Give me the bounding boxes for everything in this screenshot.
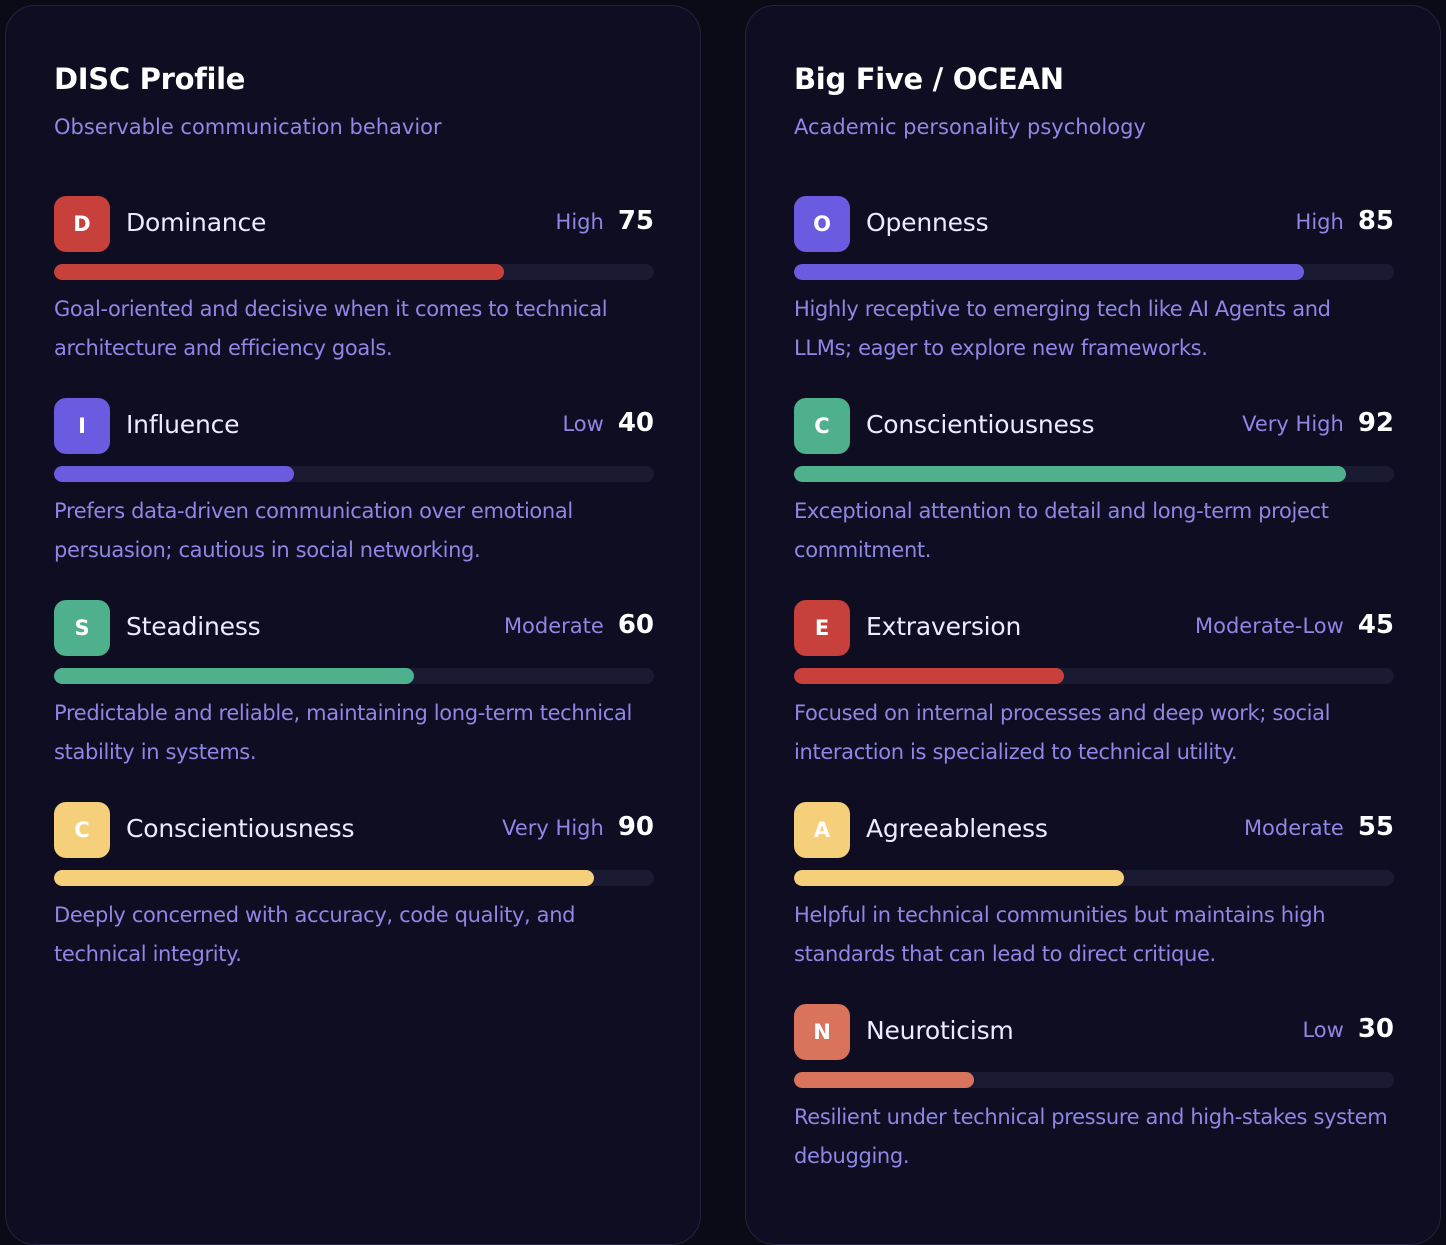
trait-letter-badge: C bbox=[794, 398, 850, 454]
trait-score-bar bbox=[794, 668, 1394, 684]
trait-score-bar bbox=[54, 466, 654, 482]
ocean-trait-openness: O Openness High 85 Highly receptive to e… bbox=[794, 196, 1394, 386]
trait-description: Highly receptive to emerging tech like A… bbox=[794, 297, 1331, 360]
trait-score-bar-fill bbox=[54, 264, 504, 280]
trait-meta: Moderate-Low 45 bbox=[1195, 610, 1394, 640]
trait-description: Predictable and reliable, maintaining lo… bbox=[54, 701, 632, 764]
trait-meta: Low 40 bbox=[562, 408, 654, 438]
disc-trait-influence: I Influence Low 40 Prefers data-driven c… bbox=[54, 398, 654, 588]
trait-meta: High 85 bbox=[1296, 206, 1394, 236]
trait-score: 45 bbox=[1357, 610, 1394, 640]
trait-score: 92 bbox=[1357, 408, 1394, 438]
trait-score-bar bbox=[794, 466, 1394, 482]
trait-meta: Low 30 bbox=[1302, 1014, 1394, 1044]
ocean-card-title: Big Five / OCEAN bbox=[794, 62, 1064, 96]
trait-score-bar bbox=[794, 264, 1394, 280]
trait-description: Exceptional attention to detail and long… bbox=[794, 499, 1329, 562]
trait-score-bar-fill bbox=[54, 668, 414, 684]
trait-level: High bbox=[555, 210, 604, 234]
trait-score-bar bbox=[54, 870, 654, 886]
trait-name: Neuroticism bbox=[866, 1016, 1014, 1045]
trait-level: Moderate bbox=[503, 614, 604, 638]
trait-meta: Very High 92 bbox=[1242, 408, 1394, 438]
disc-trait-dominance: D Dominance High 75 Goal-oriented and de… bbox=[54, 196, 654, 386]
disc-card-subtitle: Observable communication behavior bbox=[54, 115, 442, 139]
ocean-card-subtitle: Academic personality psychology bbox=[794, 115, 1146, 139]
trait-meta: Moderate 55 bbox=[1244, 812, 1394, 842]
trait-level: Very High bbox=[1242, 412, 1344, 436]
trait-meta: High 75 bbox=[556, 206, 654, 236]
trait-letter-badge: S bbox=[54, 600, 110, 656]
ocean-trait-extraversion: E Extraversion Moderate-Low 45 Focused o… bbox=[794, 600, 1394, 790]
disc-trait-steadiness: S Steadiness Moderate 60 Predictable and… bbox=[54, 600, 654, 790]
disc-card-title: DISC Profile bbox=[54, 62, 246, 96]
trait-name: Openness bbox=[866, 208, 989, 237]
ocean-profile-card: Big Five / OCEAN Academic personality ps… bbox=[745, 5, 1441, 1245]
disc-trait-conscientiousness: C Conscientiousness Very High 90 Deeply … bbox=[54, 802, 654, 992]
trait-name: Influence bbox=[126, 410, 240, 439]
trait-letter-badge: E bbox=[794, 600, 850, 656]
trait-score: 55 bbox=[1357, 812, 1394, 842]
trait-name: Conscientiousness bbox=[866, 410, 1095, 439]
trait-level: Low bbox=[562, 412, 604, 436]
trait-score-bar-fill bbox=[794, 466, 1346, 482]
trait-score: 75 bbox=[617, 206, 654, 236]
trait-level: Moderate-Low bbox=[1195, 614, 1344, 638]
trait-score-bar bbox=[794, 870, 1394, 886]
trait-description: Focused on internal processes and deep w… bbox=[794, 701, 1331, 764]
trait-level: Low bbox=[1302, 1018, 1344, 1042]
ocean-trait-neuroticism: N Neuroticism Low 30 Resilient under tec… bbox=[794, 1004, 1394, 1194]
trait-score-bar-fill bbox=[794, 668, 1064, 684]
trait-score-bar-fill bbox=[794, 1072, 974, 1088]
ocean-trait-conscientiousness: C Conscientiousness Very High 92 Excepti… bbox=[794, 398, 1394, 588]
trait-name: Extraversion bbox=[866, 612, 1022, 641]
trait-meta: Moderate 60 bbox=[504, 610, 654, 640]
trait-letter-badge: C bbox=[54, 802, 110, 858]
trait-score-bar-fill bbox=[794, 870, 1124, 886]
trait-level: Very High bbox=[502, 816, 604, 840]
trait-description: Deeply concerned with accuracy, code qua… bbox=[54, 903, 576, 966]
trait-score-bar-fill bbox=[794, 264, 1304, 280]
trait-name: Conscientiousness bbox=[126, 814, 355, 843]
trait-score: 85 bbox=[1357, 206, 1394, 236]
trait-score: 90 bbox=[617, 812, 654, 842]
trait-letter-badge: A bbox=[794, 802, 850, 858]
trait-level: Moderate bbox=[1243, 816, 1344, 840]
trait-score: 60 bbox=[617, 610, 654, 640]
trait-score: 40 bbox=[617, 408, 654, 438]
trait-score-bar bbox=[794, 1072, 1394, 1088]
trait-score-bar bbox=[54, 668, 654, 684]
trait-score-bar-fill bbox=[54, 466, 294, 482]
trait-description: Goal-oriented and decisive when it comes… bbox=[54, 297, 608, 360]
trait-description: Resilient under technical pressure and h… bbox=[794, 1105, 1388, 1168]
trait-letter-badge: O bbox=[794, 196, 850, 252]
trait-letter-badge: I bbox=[54, 398, 110, 454]
trait-level: High bbox=[1295, 210, 1344, 234]
trait-description: Helpful in technical communities but mai… bbox=[794, 903, 1326, 966]
trait-score-bar bbox=[54, 264, 654, 280]
disc-profile-card: DISC Profile Observable communication be… bbox=[5, 5, 701, 1245]
trait-name: Steadiness bbox=[126, 612, 261, 641]
trait-letter-badge: N bbox=[794, 1004, 850, 1060]
ocean-trait-agreeableness: A Agreeableness Moderate 55 Helpful in t… bbox=[794, 802, 1394, 992]
trait-description: Prefers data-driven communication over e… bbox=[54, 499, 573, 562]
trait-letter-badge: D bbox=[54, 196, 110, 252]
trait-score-bar-fill bbox=[54, 870, 594, 886]
trait-meta: Very High 90 bbox=[502, 812, 654, 842]
trait-name: Dominance bbox=[126, 208, 267, 237]
trait-name: Agreeableness bbox=[866, 814, 1048, 843]
trait-score: 30 bbox=[1357, 1014, 1394, 1044]
